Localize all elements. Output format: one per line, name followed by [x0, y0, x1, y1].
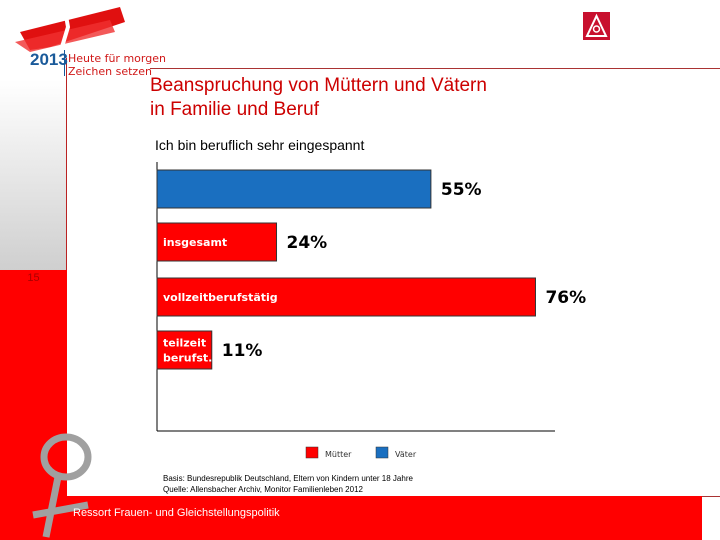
value-label: 11%	[222, 341, 263, 361]
chart-subtitle: Ich bin beruflich sehr eingespannt	[155, 137, 365, 153]
bar-label: berufst.	[163, 352, 212, 365]
logo-year: 2013	[30, 50, 68, 69]
bar	[156, 330, 213, 370]
divider	[66, 58, 67, 270]
page-number: 15	[27, 272, 40, 284]
footer-band	[0, 496, 702, 540]
legend-label: Mütter	[325, 450, 352, 459]
title-line-2: in Familie und Beruf	[150, 99, 319, 120]
sidebar-gradient	[0, 80, 67, 270]
bar-label: nicht berufstätig	[163, 397, 268, 410]
legend-swatch	[305, 446, 319, 459]
legend-swatch	[375, 446, 389, 459]
logo-tagline-1: Heute für morgen	[68, 52, 166, 65]
value-label: 24%	[287, 233, 328, 253]
logo-separator	[64, 50, 65, 76]
title-line-1: Beanspruchung von Müttern und Vätern	[150, 75, 487, 96]
bar-label: teilzeit	[163, 337, 206, 350]
footer-text: Ressort Frauen- und Gleichstellungspolit…	[73, 507, 280, 519]
header-rule	[150, 68, 720, 69]
venus-symbol-icon	[32, 433, 92, 538]
ig-metall-logo-icon	[583, 12, 610, 40]
source-basis: Basis: Bundesrepublik Deutschland, Elter…	[163, 474, 413, 483]
bar	[156, 169, 432, 209]
legend-label: Väter	[395, 450, 417, 459]
logo-tagline: Heute für morgen Zeichen setzen	[68, 52, 166, 78]
page-title: Beanspruchung von Müttern und Vätern in …	[150, 74, 487, 122]
logo-tagline-2: Zeichen setzen	[68, 65, 152, 78]
bar-label: vollzeitberufstätig	[163, 291, 278, 304]
bar	[156, 277, 536, 317]
source-quelle: Quelle: Allensbacher Archiv, Monitor Fam…	[163, 485, 363, 494]
value-label: 76%	[545, 288, 586, 308]
bar-label: insgesamt	[163, 236, 227, 249]
bar	[156, 222, 278, 262]
value-label: 55%	[441, 180, 482, 200]
footer-rule	[702, 496, 720, 497]
bar-chart: 55% 24% insgesamt 76% vollzeitberufstätig 11%…	[156, 162, 586, 459]
source-note: Basis: Bundesrepublik Deutschland, Elter…	[163, 473, 413, 495]
logo-ribbon-icon	[15, 2, 125, 52]
